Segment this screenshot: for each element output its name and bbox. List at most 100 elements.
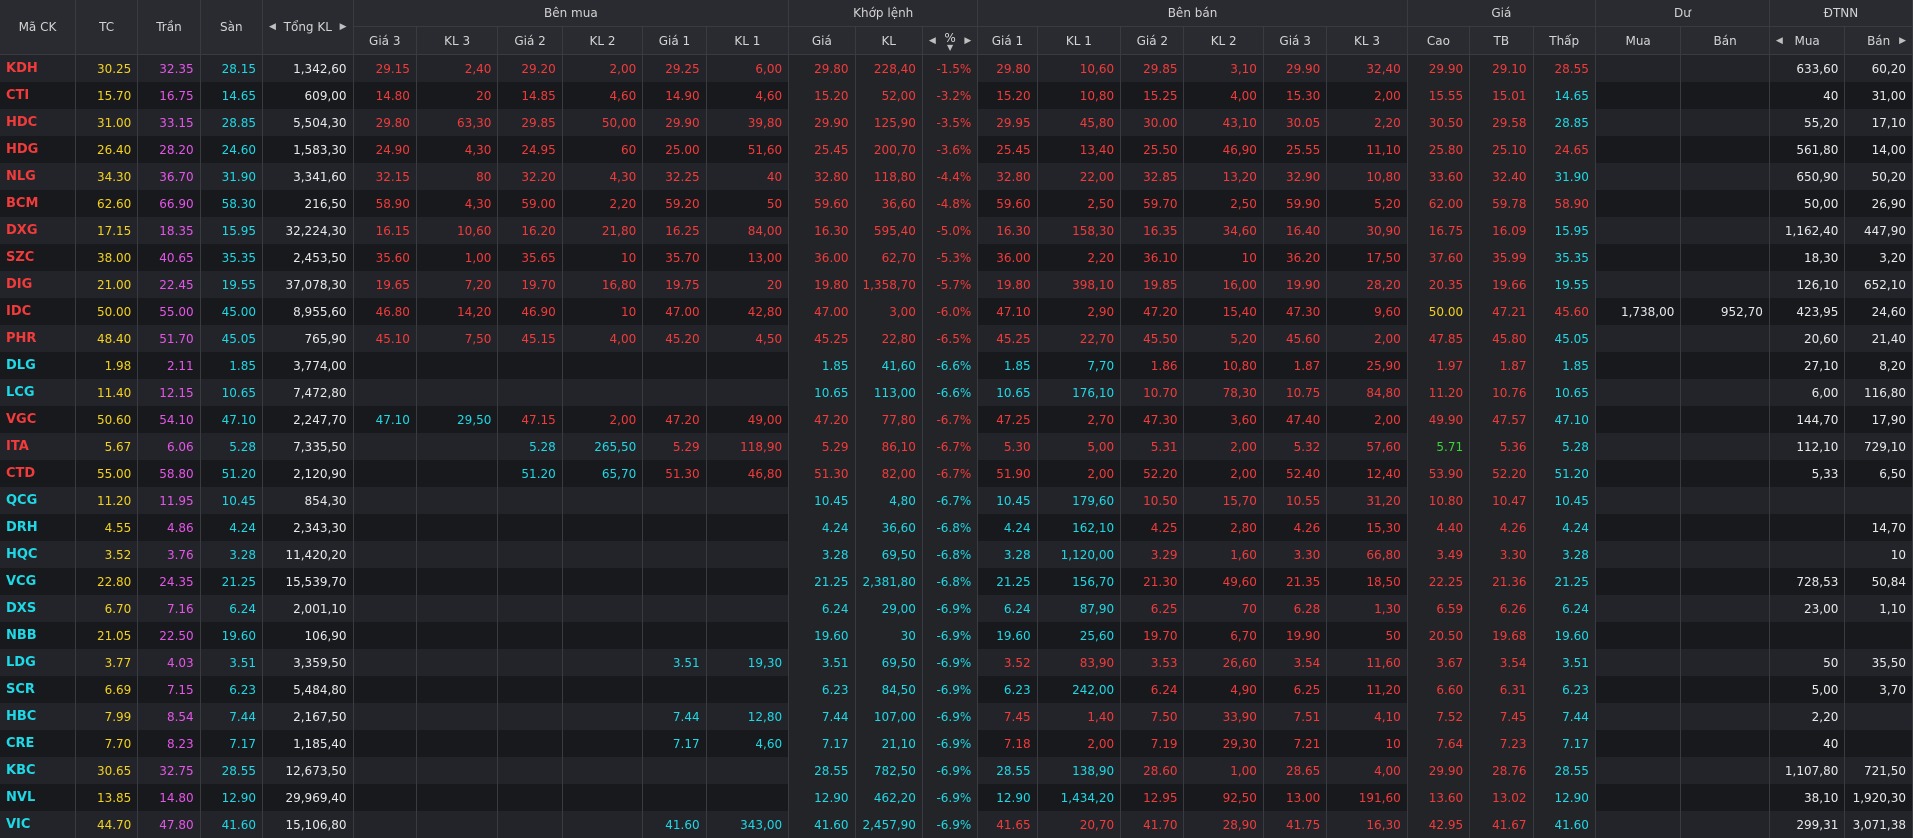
buy-vol-2-cell: 65,70 bbox=[562, 460, 642, 487]
col-header-residual-sell[interactable]: Bán bbox=[1681, 27, 1770, 55]
ref-price-cell: 6.69 bbox=[75, 676, 137, 703]
col-header-avg[interactable]: TB bbox=[1470, 27, 1533, 55]
col-header-foreign-buy[interactable]: ◀ Mua bbox=[1769, 27, 1844, 55]
ceil-price-cell: 14.80 bbox=[138, 784, 200, 811]
scroll-right-icon[interactable]: ▶ bbox=[340, 22, 347, 32]
buy-price-1-cell: 25.00 bbox=[643, 136, 706, 163]
ceil-price-cell: 33.15 bbox=[138, 109, 200, 136]
match-percent-cell: -4.4% bbox=[922, 163, 977, 190]
col-header-buy-price-3[interactable]: Giá 3 bbox=[353, 27, 416, 55]
sell-price-3-cell: 45.60 bbox=[1263, 325, 1326, 352]
col-header-ceil[interactable]: Trần bbox=[138, 0, 200, 55]
buy-vol-2-cell: 265,50 bbox=[562, 433, 642, 460]
high-price-cell: 1.97 bbox=[1407, 352, 1469, 379]
floor-price-cell: 14.65 bbox=[200, 82, 262, 109]
buy-price-1-cell bbox=[643, 541, 706, 568]
col-header-match-price[interactable]: Giá bbox=[789, 27, 855, 55]
ref-price-cell: 38.00 bbox=[75, 244, 137, 271]
sell-price-1-cell: 5.30 bbox=[978, 433, 1037, 460]
scroll-left-icon[interactable]: ◀ bbox=[269, 22, 276, 32]
buy-vol-3-cell: 29,50 bbox=[416, 406, 497, 433]
col-header-buy-vol-2[interactable]: KL 2 bbox=[562, 27, 642, 55]
col-header-match-vol[interactable]: KL bbox=[855, 27, 922, 55]
col-header-ref[interactable]: TC bbox=[75, 0, 137, 55]
col-header-buy-price-2[interactable]: Giá 2 bbox=[498, 27, 562, 55]
foreign-left-icon[interactable]: ◀ bbox=[1776, 36, 1783, 46]
sell-vol-3-cell: 25,90 bbox=[1327, 352, 1407, 379]
col-header-symbol[interactable]: Mã CK bbox=[0, 0, 75, 55]
residual-sell-cell bbox=[1681, 82, 1770, 109]
col-header-low[interactable]: Thấp bbox=[1533, 27, 1595, 55]
foreign-sell-cell: 14,70 bbox=[1845, 514, 1913, 541]
total-volume-cell: 37,078,30 bbox=[263, 271, 354, 298]
col-header-total-volume[interactable]: ◀ Tổng KL ▶ bbox=[263, 0, 354, 55]
ref-price-cell: 5.67 bbox=[75, 433, 137, 460]
col-header-sell-vol-2[interactable]: KL 2 bbox=[1184, 27, 1263, 55]
high-price-cell: 33.60 bbox=[1407, 163, 1469, 190]
high-price-cell: 37.60 bbox=[1407, 244, 1469, 271]
col-header-sell-price-1[interactable]: Giá 1 bbox=[978, 27, 1037, 55]
col-header-sell-price-2[interactable]: Giá 2 bbox=[1121, 27, 1184, 55]
col-header-high[interactable]: Cao bbox=[1407, 27, 1469, 55]
foreign-right-icon[interactable]: ▶ bbox=[1899, 36, 1906, 46]
toggle-left-icon[interactable]: ◀ bbox=[929, 36, 936, 46]
col-header-buy-price-1[interactable]: Giá 1 bbox=[643, 27, 706, 55]
sell-price-1-cell: 41.65 bbox=[978, 811, 1037, 838]
ref-price-cell: 3.77 bbox=[75, 649, 137, 676]
col-header-buy-vol-3[interactable]: KL 3 bbox=[416, 27, 497, 55]
sell-vol-1-cell: 2,70 bbox=[1037, 406, 1120, 433]
col-header-sell-price-3[interactable]: Giá 3 bbox=[1263, 27, 1326, 55]
toggle-right-icon[interactable]: ▶ bbox=[964, 36, 971, 46]
ref-price-cell: 11.20 bbox=[75, 487, 137, 514]
match-vol-cell: 1,358,70 bbox=[855, 271, 922, 298]
col-header-residual-buy[interactable]: Mua bbox=[1595, 27, 1681, 55]
buy-vol-1-cell: 42,80 bbox=[706, 298, 789, 325]
sell-vol-2-cell: 2,50 bbox=[1184, 190, 1263, 217]
avg-price-cell: 5.36 bbox=[1470, 433, 1533, 460]
col-header-foreign-sell[interactable]: Bán ▶ bbox=[1845, 27, 1913, 55]
col-header-floor[interactable]: Sàn bbox=[200, 0, 262, 55]
col-header-sell-vol-3[interactable]: KL 3 bbox=[1327, 27, 1407, 55]
buy-vol-1-cell: 51,60 bbox=[706, 136, 789, 163]
foreign-sell-cell: 60,20 bbox=[1845, 55, 1913, 83]
high-price-cell: 20.35 bbox=[1407, 271, 1469, 298]
match-vol-cell: 77,80 bbox=[855, 406, 922, 433]
group-header-sell: Bên bán bbox=[978, 0, 1408, 27]
col-header-buy-vol-1[interactable]: KL 1 bbox=[706, 27, 789, 55]
buy-vol-3-cell: 4,30 bbox=[416, 190, 497, 217]
residual-sell-cell bbox=[1681, 163, 1770, 190]
col-header-match-percent[interactable]: ◀ %▼ ▶ bbox=[922, 27, 977, 55]
foreign-buy-cell bbox=[1769, 487, 1844, 514]
symbol-cell: DRH bbox=[0, 514, 75, 541]
col-header-sell-vol-1[interactable]: KL 1 bbox=[1037, 27, 1120, 55]
